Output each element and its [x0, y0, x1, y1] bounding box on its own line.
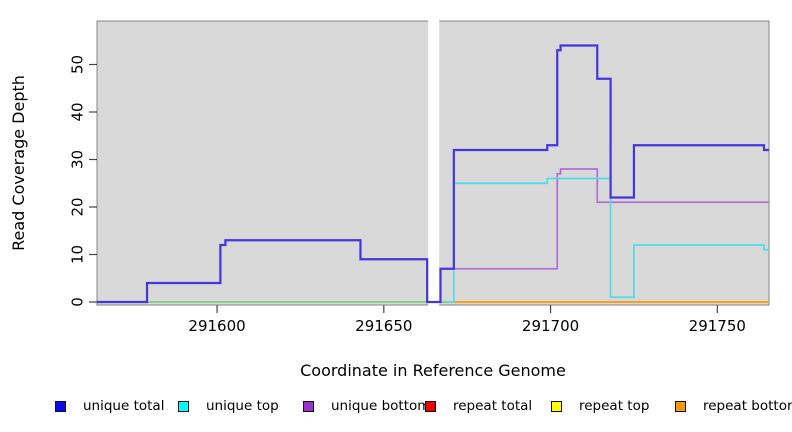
x-tick-label: 291600 — [188, 317, 245, 335]
y-tick-label: 20 — [69, 197, 87, 216]
y-tick-label: 40 — [69, 102, 87, 121]
legend-label: repeat bottom — [703, 398, 792, 414]
gap-mask — [428, 20, 440, 306]
y-tick-label: 10 — [69, 245, 87, 264]
legend-item-repeat-bottom: repeat bottom — [675, 395, 792, 417]
legend-label: unique bottom — [331, 398, 431, 414]
series-unique-total-line — [97, 44, 769, 304]
legend-item-repeat-top: repeat top — [551, 395, 649, 417]
legend-label: unique top — [206, 398, 279, 414]
y-tick-label: 0 — [69, 297, 87, 307]
legend-swatch-unique-bottom — [303, 400, 314, 412]
x-tick-label: 291650 — [355, 317, 412, 335]
legend-swatch-repeat-top — [551, 400, 562, 412]
legend-label: repeat total — [453, 398, 533, 414]
x-tick-label: 291750 — [689, 317, 746, 335]
legend-item-unique-top: unique top — [178, 395, 279, 417]
legend-swatch-repeat-bottom — [675, 400, 686, 412]
legend-item-unique-total: unique total — [55, 395, 164, 417]
x-axis-title: Coordinate in Reference Genome — [300, 361, 566, 380]
y-axis-title: Read Coverage Depth — [9, 75, 28, 251]
legend: unique total unique top unique bottom repea… — [0, 395, 792, 421]
y-tick-label: 30 — [69, 150, 87, 169]
legend-item-unique-bottom: unique bottom — [303, 395, 430, 417]
legend-item-repeat-total: repeat total — [425, 395, 532, 417]
legend-label: unique total — [83, 398, 165, 414]
y-tick-label: 50 — [69, 55, 87, 74]
legend-swatch-unique-total — [55, 400, 66, 412]
legend-label: repeat top — [579, 398, 650, 414]
legend-swatch-unique-top — [178, 400, 189, 412]
legend-swatch-repeat-total — [425, 400, 436, 412]
x-tick-label: 291700 — [522, 317, 579, 335]
